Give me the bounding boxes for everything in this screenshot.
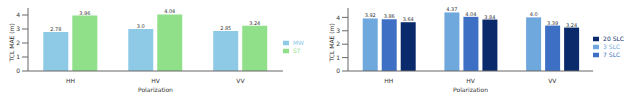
svg-text:2: 2 [336,40,340,47]
svg-text:HV: HV [466,77,476,84]
svg-text:3.24: 3.24 [566,22,577,28]
svg-text:3.24: 3.24 [249,20,260,26]
svg-text:3.64: 3.64 [403,16,414,22]
svg-text:2.85: 2.85 [220,25,231,31]
svg-text:HH: HH [66,77,75,84]
svg-text:4.04: 4.04 [465,11,476,17]
svg-text:4.37: 4.37 [446,6,457,12]
svg-text:Polarization: Polarization [453,86,488,93]
svg-text:VV: VV [236,77,245,84]
svg-text:3.86: 3.86 [384,13,395,19]
svg-text:2.78: 2.78 [50,26,61,32]
svg-text:3: 3 [16,25,20,32]
svg-text:4: 4 [336,14,340,21]
svg-text:1: 1 [336,54,340,61]
svg-text:TCL MAE (m): TCL MAE (m) [8,23,15,62]
svg-text:3: 3 [336,27,340,34]
svg-text:4: 4 [16,11,20,18]
html-text:ST: ST [292,46,301,54]
html-text:MW: MW [292,38,304,46]
html-text:3 SLC: 3 SLC [603,42,621,50]
svg-text:Polarization: Polarization [138,86,173,93]
html-text:7 SLC: 7 SLC [603,50,621,58]
svg-text:HV: HV [151,77,161,84]
svg-text:3.39: 3.39 [547,20,558,26]
svg-text:HH: HH [384,77,393,84]
svg-text:VV: VV [548,77,557,84]
svg-text:4.0: 4.0 [530,11,538,17]
svg-text:3.0: 3.0 [137,23,145,29]
html-text:20 SLC: 20 SLC [603,34,624,42]
svg-text:4.04: 4.04 [164,8,175,14]
svg-text:3.84: 3.84 [484,14,495,20]
svg-text:1: 1 [16,53,20,60]
svg-text:TCL MAE (m): TCL MAE (m) [328,23,335,62]
svg-text:3.92: 3.92 [365,12,376,18]
svg-text:0: 0 [336,67,340,74]
svg-text:2: 2 [16,39,20,46]
svg-text:0: 0 [16,67,20,74]
svg-text:3.96: 3.96 [79,10,90,16]
